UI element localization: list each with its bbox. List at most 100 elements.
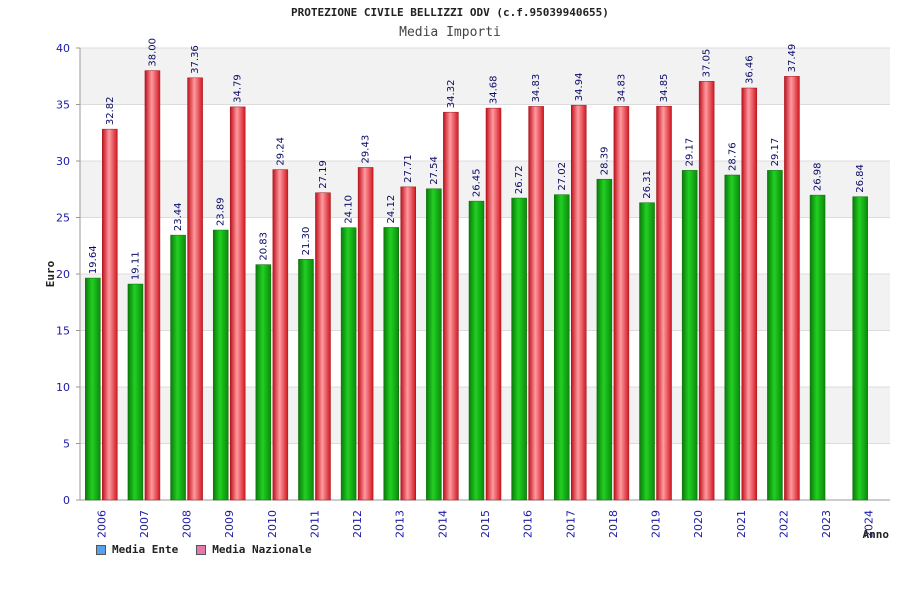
- legend-label-media-ente: Media Ente: [112, 543, 179, 556]
- y-tick-label: 5: [63, 438, 70, 451]
- x-tick-label: 2007: [138, 510, 151, 538]
- bar-media-ente-2012: [340, 227, 357, 501]
- y-tick-label: 30: [56, 155, 70, 168]
- x-tick-label: 2024: [863, 510, 876, 538]
- legend-item-media-nazionale: Media Nazionale: [196, 543, 312, 556]
- bar-media-ente-2013: [383, 227, 399, 501]
- bar-media-ente-2022: [767, 170, 783, 501]
- bar-media-nazionale-2010: [272, 169, 289, 501]
- y-axis-ticks: 0 5 10 15 20 25 30 35 40: [56, 42, 70, 507]
- data-label: 37.36: [190, 45, 201, 74]
- bar-media-ente-2019: [639, 202, 655, 501]
- bar-media-nazionale-2015: [485, 107, 502, 501]
- bar-media-ente-2023: [809, 194, 826, 501]
- x-tick-label: 2021: [735, 510, 748, 538]
- data-label: 34.68: [489, 75, 500, 104]
- data-label: 21.30: [301, 227, 312, 256]
- y-tick-label: 40: [56, 42, 70, 55]
- data-label: 26.31: [642, 170, 653, 199]
- bar-media-ente-2010: [255, 264, 272, 501]
- bar-media-ente-2007: [127, 283, 144, 501]
- y-axis-title: Euro: [44, 260, 57, 287]
- bar-media-nazionale-2018: [613, 106, 630, 501]
- data-label: 34.83: [531, 74, 542, 103]
- legend-item-media-ente: Media Ente: [96, 543, 178, 556]
- bar-media-nazionale-2012: [357, 167, 374, 501]
- x-tick-label: 2019: [650, 510, 663, 538]
- data-label: 29.17: [685, 138, 696, 167]
- data-label: 34.79: [233, 74, 244, 103]
- x-axis-title: Anno: [863, 528, 890, 541]
- data-label: 37.49: [787, 44, 798, 73]
- data-label: 27.02: [557, 162, 568, 191]
- x-tick-label: 2006: [95, 510, 108, 538]
- bar-media-ente-2017: [554, 194, 570, 501]
- legend-swatch-media-nazionale: [196, 544, 207, 555]
- bar-media-nazionale-2017: [571, 104, 587, 501]
- data-label: 19.11: [130, 251, 141, 280]
- x-tick-label: 2018: [607, 510, 620, 538]
- bar-media-ente-2021: [724, 174, 741, 501]
- x-tick-label: 2010: [266, 510, 279, 538]
- data-label: 34.83: [616, 74, 627, 103]
- bar-media-nazionale-2011: [315, 192, 331, 501]
- data-label: 34.94: [574, 73, 585, 102]
- bar-media-nazionale-2016: [528, 106, 544, 501]
- y-tick-label: 0: [63, 494, 70, 507]
- legend-swatch-media-ente: [96, 544, 106, 555]
- bar-media-ente-2014: [426, 188, 442, 501]
- data-label: 36.46: [744, 55, 755, 84]
- bar-media-ente-2011: [298, 259, 314, 501]
- y-tick-label: 35: [56, 99, 70, 112]
- bar-media-nazionale-2019: [656, 105, 672, 501]
- bar-media-ente-2024: [852, 196, 868, 501]
- data-label: 26.84: [855, 164, 866, 193]
- x-tick-label: 2016: [522, 510, 535, 538]
- data-label: 29.43: [361, 135, 372, 164]
- data-label: 38.00: [147, 38, 158, 67]
- x-tick-label: 2012: [351, 510, 364, 538]
- data-label: 34.32: [446, 80, 457, 109]
- data-label: 26.72: [514, 165, 525, 194]
- x-tick-label: 2020: [692, 510, 705, 538]
- bar-media-nazionale-2020: [698, 81, 715, 501]
- chart-subtitle: Media Importi: [399, 25, 501, 40]
- data-label: 23.44: [173, 202, 184, 231]
- data-label: 24.12: [386, 195, 397, 224]
- bar-media-nazionale-2014: [443, 111, 459, 501]
- y-tick-label: 25: [56, 212, 70, 225]
- x-tick-label: 2008: [181, 510, 194, 538]
- y-tick-label: 20: [56, 268, 70, 281]
- bar-media-nazionale-2008: [187, 77, 203, 501]
- x-tick-label: 2011: [308, 510, 321, 538]
- value-labels: 19.64 32.82 19.11 38.00 23.44 37.36 23.89 34.79…: [88, 38, 866, 280]
- bar-media-ente-2020: [681, 170, 698, 501]
- y-tick-label: 15: [56, 325, 70, 338]
- x-tick-label: 2023: [820, 510, 833, 538]
- bar-media-nazionale-2013: [400, 186, 416, 501]
- data-label: 26.45: [472, 168, 483, 197]
- x-tick-label: 2014: [436, 510, 449, 538]
- data-label: 27.19: [318, 160, 329, 189]
- bar-media-nazionale-2007: [144, 70, 161, 501]
- x-tick-label: 2022: [777, 510, 790, 538]
- x-tick-label: 2013: [394, 510, 407, 538]
- data-label: 34.85: [659, 74, 670, 103]
- data-label: 23.89: [216, 197, 227, 226]
- x-tick-label: 2015: [479, 510, 492, 538]
- y-tick-label: 10: [56, 381, 70, 394]
- x-axis-ticks: 2006 2007 2008 2009 2010 2011 2012 2013 2014 2015…: [95, 510, 875, 538]
- bar-media-ente-2016: [511, 197, 527, 501]
- data-label: 19.64: [88, 245, 99, 274]
- data-label: 28.76: [727, 142, 738, 171]
- data-label: 27.71: [403, 154, 414, 183]
- bars: [85, 70, 868, 501]
- bar-media-nazionale-2009: [229, 106, 246, 501]
- bar-media-ente-2008: [170, 234, 186, 501]
- bar-media-ente-2009: [212, 229, 229, 501]
- data-label: 29.24: [275, 137, 286, 166]
- x-tick-label: 2009: [223, 510, 236, 538]
- data-label: 37.05: [702, 49, 713, 78]
- bar-media-ente-2015: [468, 200, 485, 501]
